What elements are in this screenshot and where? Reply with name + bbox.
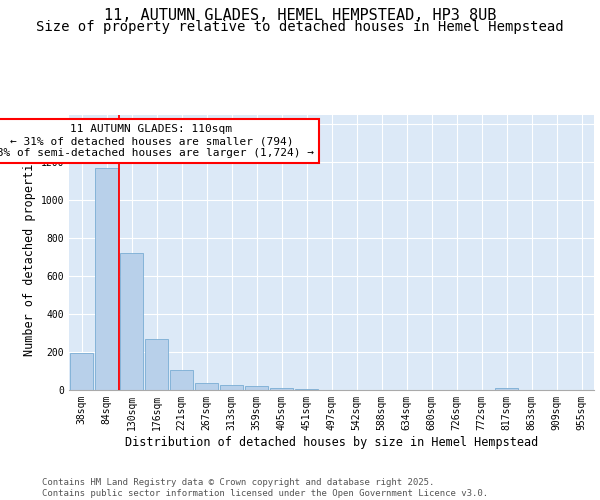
Bar (495, 388, 518, 390)
Bar (220, 385, 243, 390)
Text: Contains HM Land Registry data © Crown copyright and database right 2025.
Contai: Contains HM Land Registry data © Crown c… (42, 478, 488, 498)
Bar (95, 168, 118, 390)
Bar (120, 252, 143, 390)
Bar (245, 386, 268, 390)
Bar (295, 389, 318, 390)
Bar (270, 388, 293, 390)
Text: Size of property relative to detached houses in Hemel Hempstead: Size of property relative to detached ho… (36, 20, 564, 34)
Bar (145, 339, 168, 390)
Bar (195, 383, 218, 390)
Text: 11 AUTUMN GLADES: 110sqm
← 31% of detached houses are smaller (794)
68% of semi-: 11 AUTUMN GLADES: 110sqm ← 31% of detach… (0, 124, 314, 158)
Bar (170, 370, 193, 390)
Text: 11, AUTUMN GLADES, HEMEL HEMPSTEAD, HP3 8UB: 11, AUTUMN GLADES, HEMEL HEMPSTEAD, HP3 … (104, 8, 496, 22)
Y-axis label: Number of detached properties: Number of detached properties (23, 149, 37, 356)
X-axis label: Distribution of detached houses by size in Hemel Hempstead: Distribution of detached houses by size … (125, 436, 538, 448)
Bar (70, 354, 93, 390)
